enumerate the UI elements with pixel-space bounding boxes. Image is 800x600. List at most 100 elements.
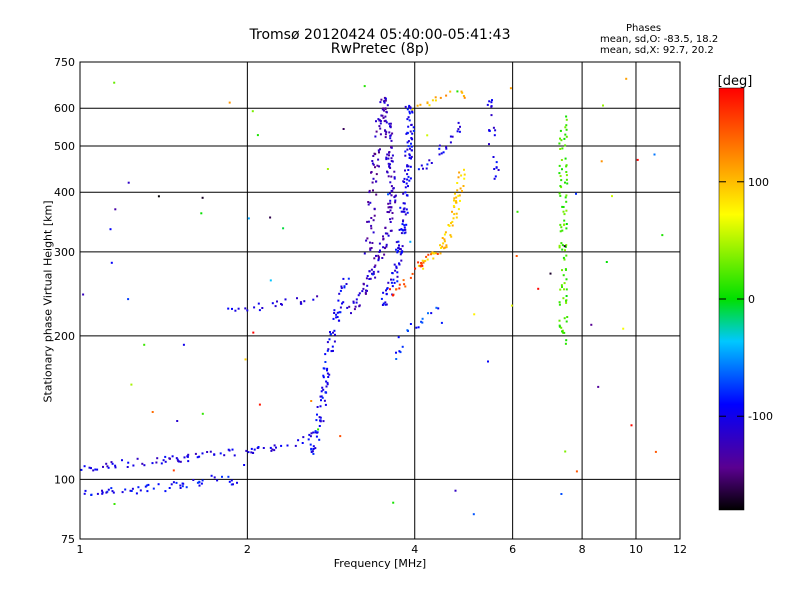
data-point (407, 169, 410, 171)
data-point (392, 187, 395, 190)
data-point (396, 251, 399, 254)
data-point (459, 187, 462, 190)
data-point (452, 217, 455, 220)
data-point (439, 96, 442, 99)
data-point (375, 130, 378, 133)
data-point (417, 261, 420, 264)
data-point (372, 189, 374, 192)
data-point (101, 489, 103, 492)
data-point (558, 244, 561, 247)
data-point (309, 443, 312, 446)
data-point (320, 395, 323, 398)
data-point (310, 432, 313, 435)
data-point (411, 272, 414, 275)
data-point (253, 448, 256, 451)
data-point (449, 141, 452, 144)
data-point (510, 304, 513, 307)
data-point (374, 166, 376, 169)
data-point (373, 207, 376, 210)
data-point (408, 110, 411, 113)
data-point (408, 179, 411, 182)
data-point (661, 234, 664, 237)
data-point (422, 267, 425, 270)
data-point (314, 431, 317, 434)
data-point (262, 447, 265, 449)
data-point (312, 298, 315, 301)
data-point (172, 469, 175, 472)
data-point (83, 492, 86, 495)
data-point (456, 130, 459, 133)
data-point (408, 154, 411, 157)
data-point (565, 320, 568, 323)
data-point (382, 107, 385, 110)
data-point (387, 234, 390, 237)
data-point (404, 213, 407, 216)
data-point (401, 223, 404, 226)
data-point (230, 483, 233, 486)
data-point (318, 425, 321, 427)
data-point (390, 278, 392, 281)
data-point (386, 287, 389, 290)
data-point (319, 405, 322, 408)
data-point (462, 185, 465, 187)
data-point (463, 96, 466, 99)
data-point (407, 125, 410, 128)
data-point (565, 135, 568, 138)
data-point (490, 114, 493, 117)
data-point (228, 449, 231, 452)
data-point (403, 207, 406, 210)
data-point (397, 240, 400, 243)
data-point (378, 251, 381, 253)
data-point (228, 480, 231, 483)
data-point (559, 223, 562, 226)
data-point (442, 151, 445, 154)
data-point (321, 386, 324, 389)
data-point (121, 459, 123, 462)
data-point (354, 305, 357, 308)
data-point (461, 190, 463, 193)
data-point (393, 281, 396, 284)
data-point (177, 460, 180, 463)
data-point (196, 481, 199, 484)
data-point (443, 240, 446, 243)
data-point (428, 104, 431, 107)
data-point (636, 158, 639, 161)
data-point (307, 438, 310, 441)
data-point (390, 139, 393, 142)
data-point (172, 481, 175, 484)
data-point (562, 256, 565, 259)
data-point (383, 109, 385, 112)
data-point (374, 264, 377, 267)
data-point (200, 212, 203, 215)
data-point (322, 388, 325, 391)
data-point (179, 484, 182, 487)
data-point (559, 230, 562, 233)
data-point (558, 303, 561, 306)
data-point (387, 175, 390, 178)
data-point (147, 483, 150, 486)
data-point (565, 301, 568, 304)
data-point (486, 103, 489, 106)
data-point (444, 246, 447, 249)
data-point (312, 445, 315, 448)
data-point (157, 483, 160, 486)
data-point (563, 223, 565, 226)
data-point (391, 212, 394, 214)
data-point (445, 244, 448, 247)
data-point (216, 479, 219, 482)
data-point (560, 284, 563, 287)
data-point (575, 192, 577, 195)
data-point (181, 485, 184, 488)
y-tick-label: 100 (54, 473, 75, 486)
data-point (561, 269, 563, 272)
data-point (130, 490, 133, 492)
data-point (563, 258, 566, 261)
data-point (187, 453, 190, 456)
data-point (112, 491, 115, 494)
data-point (390, 157, 393, 160)
data-point (84, 489, 87, 492)
data-point (271, 448, 274, 451)
data-point (80, 468, 83, 471)
data-point (389, 229, 392, 232)
data-point (410, 145, 413, 148)
